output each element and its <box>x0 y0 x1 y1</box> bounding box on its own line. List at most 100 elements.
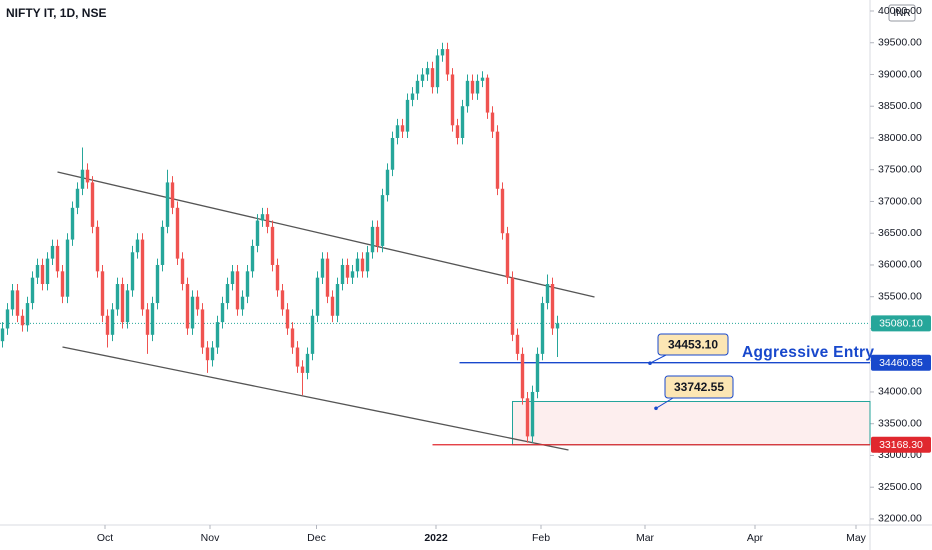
candle-body <box>5 309 10 329</box>
currency-box <box>888 4 916 22</box>
candle-body <box>160 226 165 265</box>
candle-body <box>400 125 405 132</box>
y-tick-label: 32500.00 <box>878 481 922 493</box>
candle-body <box>495 131 500 189</box>
candle-body <box>75 188 80 208</box>
candle-body <box>290 328 295 348</box>
y-tick-label: 36500.00 <box>878 227 922 239</box>
candle-body <box>340 264 345 285</box>
y-tick-label: 40000.00 <box>878 5 922 17</box>
candle-body <box>285 309 290 329</box>
candle-body <box>245 271 250 297</box>
candle-body <box>115 284 120 310</box>
candle-body <box>500 188 505 234</box>
candle-body <box>125 290 130 323</box>
candle-body <box>540 303 545 354</box>
candle-body <box>280 290 285 310</box>
candle-body <box>525 398 530 437</box>
candle-body <box>425 68 430 75</box>
candle-body <box>170 182 175 208</box>
trend-line <box>57 171 595 298</box>
price-tag <box>871 315 931 332</box>
price-tag <box>871 436 931 453</box>
candle-body <box>545 284 550 304</box>
candle-body <box>235 271 240 310</box>
y-tick-label: 37000.00 <box>878 195 922 207</box>
x-tick-label: Dec <box>307 532 326 544</box>
candle-body <box>515 334 520 354</box>
callout-box <box>664 375 734 399</box>
candle-body <box>90 182 95 227</box>
callout-pointer <box>655 397 674 409</box>
chart-title: NIFTY IT, 1D, NSE <box>6 6 106 20</box>
candle-body <box>405 99 410 132</box>
y-tick-label: 33500.00 <box>878 417 922 429</box>
candle-body <box>395 125 400 138</box>
candle-body <box>140 239 145 310</box>
candle-body <box>325 258 330 297</box>
y-tick-label: 39500.00 <box>878 37 922 49</box>
candle-body <box>15 290 20 316</box>
candle-body <box>480 77 485 81</box>
candle-body <box>225 284 230 304</box>
candle-body <box>155 264 160 304</box>
candle-body <box>175 207 180 259</box>
candle-body <box>215 322 220 348</box>
candle-body <box>460 106 465 138</box>
x-tick-label: Feb <box>532 532 550 544</box>
candle-body <box>60 271 65 297</box>
candle-body <box>55 245 60 272</box>
candle-body <box>415 80 420 94</box>
candle-body <box>300 366 305 373</box>
candle-body <box>255 220 260 246</box>
candle-body <box>20 315 25 326</box>
candle-body <box>120 284 125 323</box>
candle-body <box>465 80 470 107</box>
candle-body <box>65 239 70 297</box>
price-tag-label: 34460.85 <box>879 357 923 369</box>
candle-body <box>370 226 375 253</box>
candle-body <box>50 245 55 259</box>
candle-body <box>145 309 150 335</box>
y-tick-label: 38000.00 <box>878 132 922 144</box>
callout-pointer <box>649 354 667 364</box>
candle-body <box>310 315 315 354</box>
candle-body <box>210 347 215 361</box>
trend-line <box>62 346 569 451</box>
candle-body <box>250 245 255 272</box>
candle-body <box>380 195 385 246</box>
candle-body <box>165 182 170 227</box>
callout-box <box>657 333 729 356</box>
candle-body <box>345 264 350 278</box>
candle-body <box>470 80 475 94</box>
candle-body <box>550 284 555 329</box>
currency-label: INR <box>893 8 910 19</box>
callout-text: 33742.55 <box>674 380 724 394</box>
candle-body <box>265 214 270 227</box>
zone <box>512 400 871 446</box>
candle-body <box>230 271 235 285</box>
candle-body <box>330 296 335 316</box>
candle-body <box>360 258 365 272</box>
candle-body <box>30 277 35 304</box>
candle-body <box>485 77 490 113</box>
candle-body <box>390 137 395 170</box>
candle-body <box>490 112 495 132</box>
candle-body <box>535 353 540 392</box>
candle-body <box>85 169 90 183</box>
candle-body <box>385 169 390 196</box>
candle-body <box>180 258 185 285</box>
candle-body <box>220 303 225 323</box>
candle-body <box>365 252 370 272</box>
candle-body <box>70 207 75 240</box>
candle-body <box>450 74 455 126</box>
candle-body <box>45 258 50 285</box>
candle-body <box>0 328 5 342</box>
candle-body <box>80 169 85 189</box>
y-tick-label: 32000.00 <box>878 513 922 525</box>
candle-body <box>445 49 450 75</box>
y-tick-label: 39000.00 <box>878 68 922 80</box>
candle-body <box>520 353 525 399</box>
candle-body <box>135 239 140 253</box>
